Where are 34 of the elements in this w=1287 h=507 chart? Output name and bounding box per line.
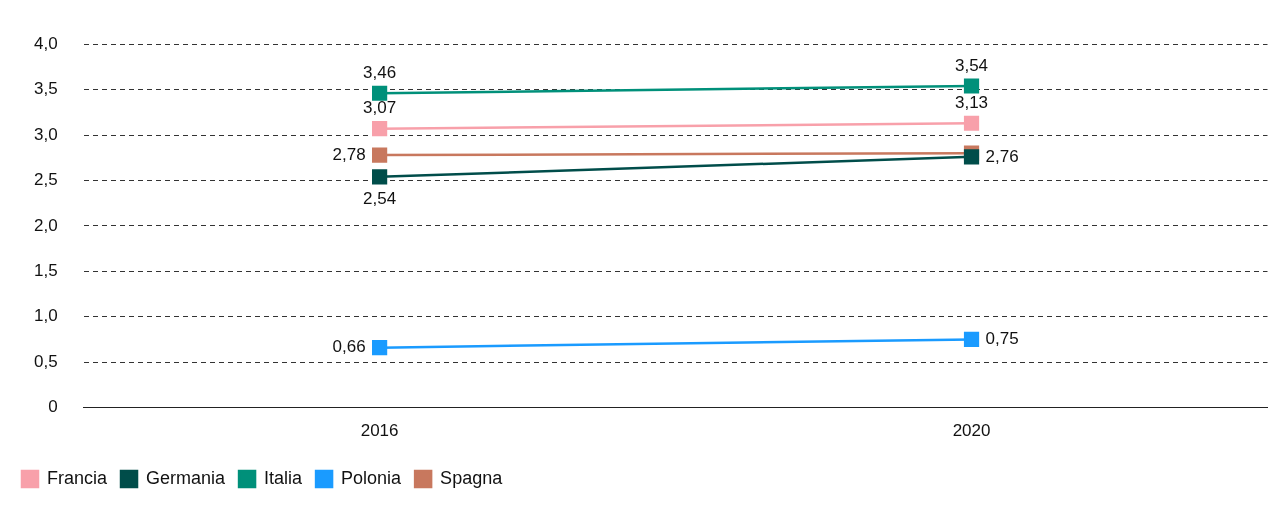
data-label: 0,75 — [985, 329, 1019, 349]
y-tick-label: 3,5 — [33, 79, 58, 99]
legend-label: Polonia — [341, 467, 403, 488]
legend-label: Italia — [264, 467, 304, 488]
data-label: 2,54 — [363, 188, 397, 208]
y-tick-label: 1,5 — [33, 261, 58, 281]
y-tick-label: 2,0 — [33, 215, 58, 235]
data-label: 0,66 — [332, 337, 366, 357]
point — [371, 169, 388, 185]
y-tick-label: 4,0 — [33, 33, 58, 53]
point — [963, 149, 980, 165]
point — [371, 121, 388, 137]
y-tick-label: 1,0 — [33, 306, 58, 326]
y-tick-label: 2,5 — [33, 170, 58, 190]
data-label: 3,07 — [363, 98, 397, 118]
point — [963, 78, 980, 94]
point — [963, 115, 980, 131]
point — [371, 147, 388, 163]
legend-label: Francia — [47, 467, 109, 488]
data-label: 3,46 — [363, 62, 397, 82]
data-label: 3,13 — [954, 92, 989, 112]
y-tick-label: 0,5 — [33, 351, 58, 371]
data-label: 2,78 — [332, 144, 366, 164]
point — [371, 85, 388, 101]
data-label: 3,54 — [954, 55, 989, 75]
legend-label: Spagna — [440, 467, 504, 488]
y-tick-label: 0 — [48, 397, 58, 417]
legend-label: Germania — [146, 467, 227, 488]
x-tick-label: 2016 — [360, 421, 399, 441]
x-tick-label: 2020 — [952, 421, 991, 441]
data-label: 2,76 — [985, 146, 1019, 166]
point — [963, 331, 980, 348]
point — [371, 340, 388, 356]
y-tick-label: 3,0 — [33, 124, 58, 144]
